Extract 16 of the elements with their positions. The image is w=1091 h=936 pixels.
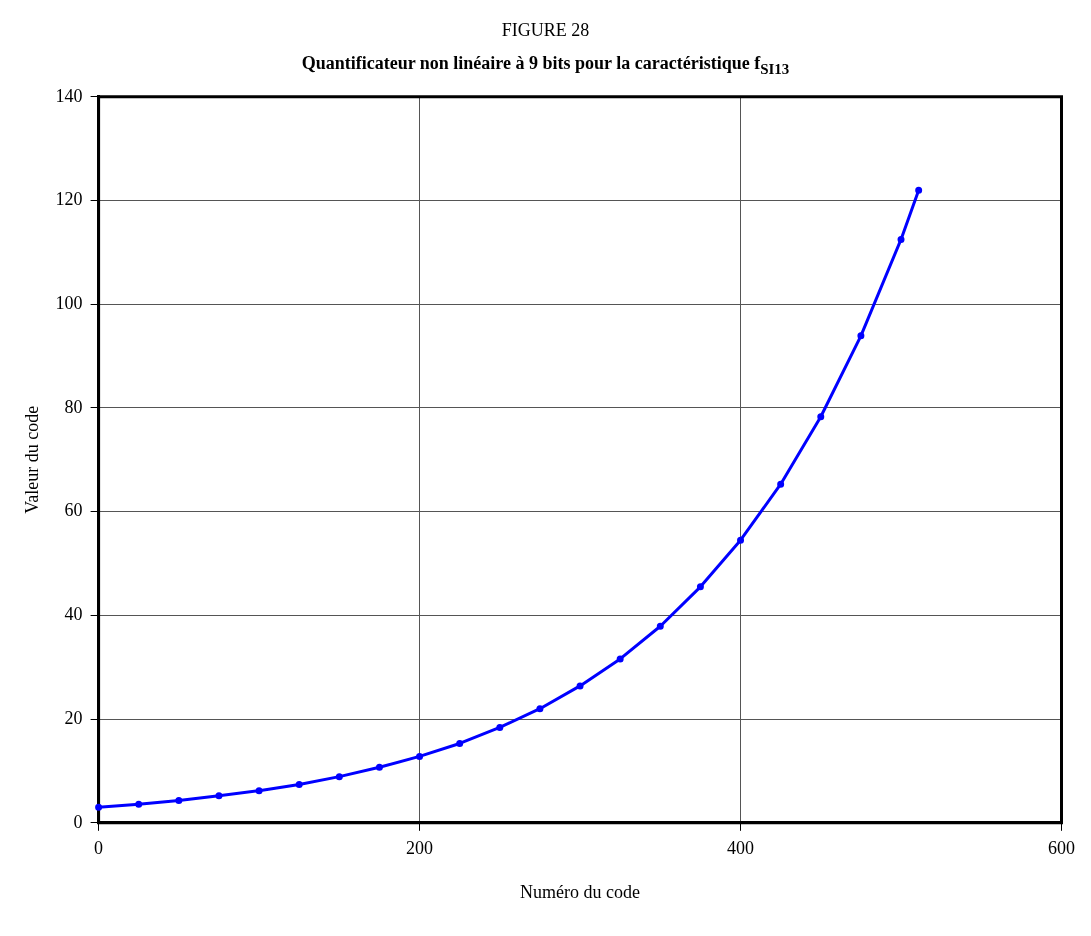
x-tick-label: 0	[94, 837, 104, 858]
chart-title: FIGURE 28	[500, 20, 591, 41]
y-tick-label: 80	[64, 396, 83, 417]
y-tick-label: 60	[64, 499, 83, 520]
y-tick-label: 100	[55, 292, 83, 313]
x-axis-title: Numéro du code	[520, 881, 641, 902]
x-tick-label: 600	[1048, 837, 1075, 858]
chart-subtitle: Quantificateur non linéaire à 9 bits pour la caractéristique f$_{SI13}$	[300, 53, 791, 78]
y-tick-label: 0	[73, 811, 83, 832]
y-tick-label: 120	[55, 188, 83, 209]
x-tick-label: 400	[727, 837, 755, 858]
y-tick-label: 40	[64, 603, 83, 624]
y-axis-title: Valeur du code	[21, 405, 42, 514]
y-tick-label: 20	[64, 707, 83, 728]
x-tick-label: 200	[406, 837, 434, 858]
y-tick-label: 140	[55, 85, 83, 106]
